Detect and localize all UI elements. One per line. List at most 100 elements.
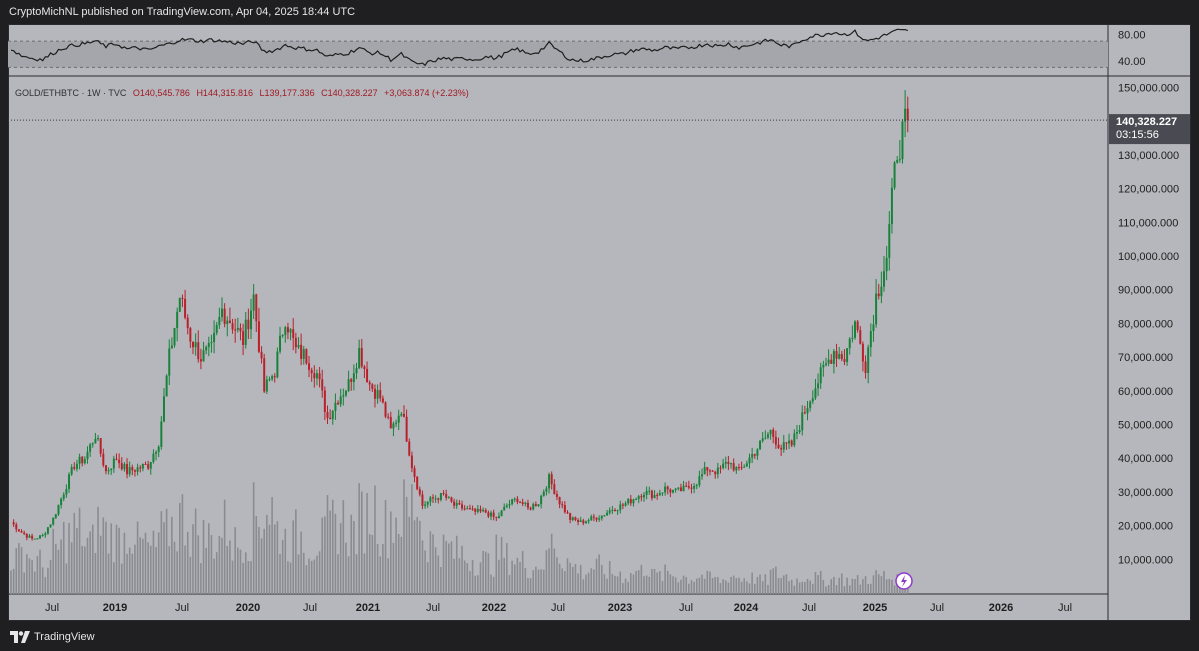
candle-body <box>12 522 15 525</box>
rsi-line <box>10 28 909 67</box>
price-tick-label: 30,000.000 <box>1118 487 1173 499</box>
candle-body <box>381 398 384 403</box>
candle-body <box>408 441 411 456</box>
volume-bar <box>355 554 358 594</box>
volume-bar <box>603 574 606 594</box>
volume-bar <box>115 524 118 594</box>
volume-bar <box>461 545 463 594</box>
candle-body <box>780 448 783 450</box>
volume-bar <box>751 572 753 594</box>
candle-body <box>856 321 859 331</box>
volume-bar <box>223 499 226 594</box>
candle-body <box>257 321 260 352</box>
candle-body <box>777 444 780 449</box>
candle-body <box>745 463 748 467</box>
volume-bar <box>701 574 703 594</box>
candle-body <box>89 444 92 452</box>
candle-body <box>120 463 123 470</box>
candle-body <box>392 423 395 429</box>
volume-bar <box>440 566 442 594</box>
tradingview-logo-icon[interactable] <box>10 630 30 643</box>
volume-bar <box>450 541 453 594</box>
candle-body <box>482 509 485 512</box>
time-tick-label: Jul <box>551 602 565 614</box>
time-tick-label: Jul <box>802 602 816 614</box>
candle-body <box>840 354 843 360</box>
price-tick-label: 120,000.000 <box>1118 184 1179 196</box>
candle-body <box>867 347 870 374</box>
candle-body <box>223 308 226 324</box>
volume-bar <box>81 545 84 594</box>
candle-body <box>759 440 762 450</box>
candle-body <box>199 359 202 362</box>
volume-bar <box>635 570 637 594</box>
candle-body <box>566 512 569 514</box>
candle-body <box>54 514 57 518</box>
volume-bar <box>284 528 287 594</box>
volume-bar <box>33 571 36 594</box>
candle-body <box>624 503 627 506</box>
candle-body <box>416 476 419 490</box>
candle-body <box>339 396 342 405</box>
volume-bar <box>769 569 772 594</box>
volume-bar <box>120 563 123 594</box>
candle-body <box>178 297 181 312</box>
candle-body <box>766 434 769 438</box>
candle-body <box>582 520 585 524</box>
last-price-value: 140,328.227 <box>1116 116 1177 128</box>
candle-body <box>864 361 867 374</box>
volume-bar <box>437 555 440 594</box>
candle-body <box>78 456 81 464</box>
volume-bar <box>305 565 308 594</box>
volume-bar <box>263 528 265 594</box>
candle-body <box>814 388 817 399</box>
volume-bar <box>587 572 590 594</box>
volume-bar <box>593 569 595 594</box>
legend: GOLD/ETHBTC · 1W · TVC O140,545.786 H144… <box>15 88 469 98</box>
candle-body <box>569 513 572 521</box>
volume-bar <box>229 540 231 594</box>
candle-body <box>62 494 65 499</box>
volume-bar <box>809 580 811 594</box>
volume-bar <box>310 560 313 594</box>
volume-bar <box>521 551 524 594</box>
candle-body <box>126 464 129 475</box>
volume-bar <box>426 562 429 594</box>
candle-body <box>519 502 522 504</box>
volume-bar <box>210 535 213 594</box>
volume-bar <box>276 521 279 594</box>
candle-body <box>722 463 725 468</box>
volume-bar <box>208 523 210 594</box>
volume-bar <box>727 582 730 594</box>
volume-bar <box>532 570 535 594</box>
candle-body <box>592 516 595 518</box>
candle-body <box>33 538 36 540</box>
candle-body <box>505 505 508 507</box>
lightning-icon[interactable] <box>895 572 913 590</box>
volume-bar <box>397 534 400 594</box>
candle-body <box>648 490 651 492</box>
candle-body <box>371 384 374 389</box>
candle-body <box>793 433 796 446</box>
candle-body <box>239 327 242 332</box>
volume-bar <box>390 511 392 594</box>
volume-bar <box>99 535 102 594</box>
candle-body <box>476 508 479 512</box>
volume-bar <box>659 571 661 594</box>
candle-body <box>548 474 551 489</box>
volume-bar <box>186 531 189 594</box>
volume-bar <box>337 554 339 594</box>
candle-body <box>184 298 187 318</box>
volume-bar <box>495 534 498 594</box>
volume-bar <box>15 548 18 594</box>
chart-svg[interactable]: 80.00 40.00 GOLD/ETHBTC · 1W · TVC O140,… <box>8 24 1191 621</box>
candle-body <box>308 363 311 370</box>
candle-body <box>846 348 849 362</box>
publish-info: CryptoMichNL published on TradingView.co… <box>0 0 1199 24</box>
candle-body <box>221 308 223 317</box>
candle-body <box>131 467 134 471</box>
candle-body <box>144 464 147 466</box>
volume-bar <box>89 531 91 594</box>
volume-bar <box>128 547 131 594</box>
candle-body <box>70 467 73 475</box>
